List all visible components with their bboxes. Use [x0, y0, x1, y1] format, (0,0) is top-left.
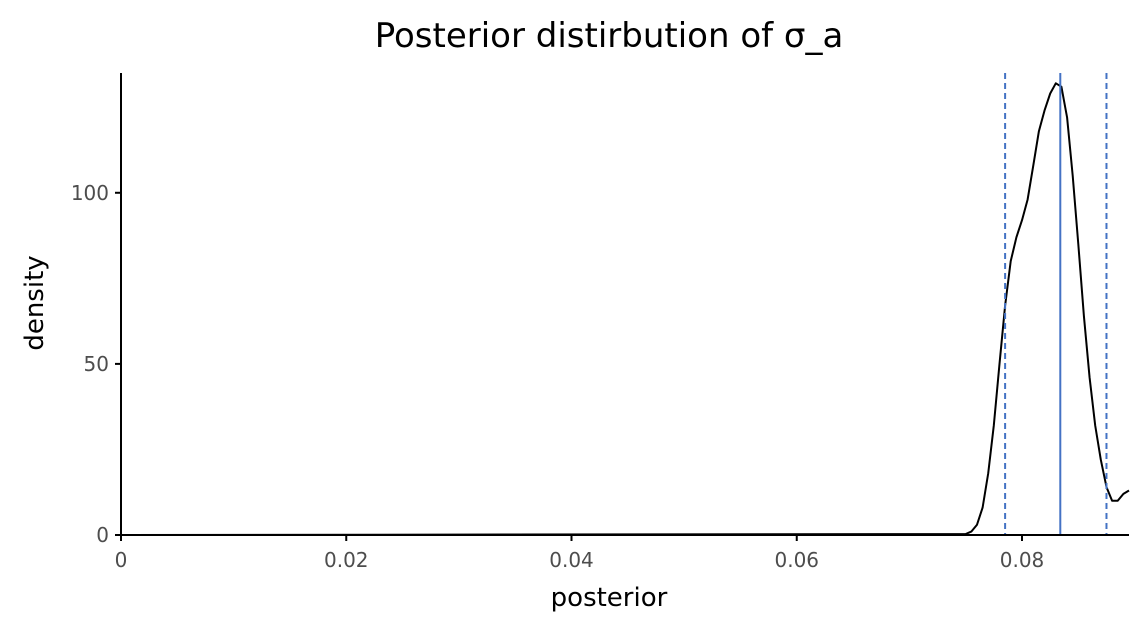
x-tick-label-0: 0 [115, 548, 128, 572]
chart-title: Posterior distirbution of σ_a [375, 16, 844, 56]
y-tick-label-0: 0 [96, 523, 109, 547]
x-tick-label-2: 0.04 [549, 548, 594, 572]
x-tick-label-4: 0.08 [1000, 548, 1045, 572]
axis-ticks: 0 0.02 0.04 0.06 0.08 0 50 100 [71, 181, 1044, 572]
plot-area [120, 73, 1130, 536]
x-tick-label-3: 0.06 [774, 548, 819, 572]
density-curve-0 [120, 82, 1130, 536]
x-axis-label: posterior [551, 583, 668, 613]
x-tick-label-1: 0.02 [324, 548, 369, 572]
y-tick-label-2: 100 [71, 181, 109, 205]
y-axis-label: density [20, 255, 50, 350]
y-tick-label-1: 50 [84, 352, 109, 376]
